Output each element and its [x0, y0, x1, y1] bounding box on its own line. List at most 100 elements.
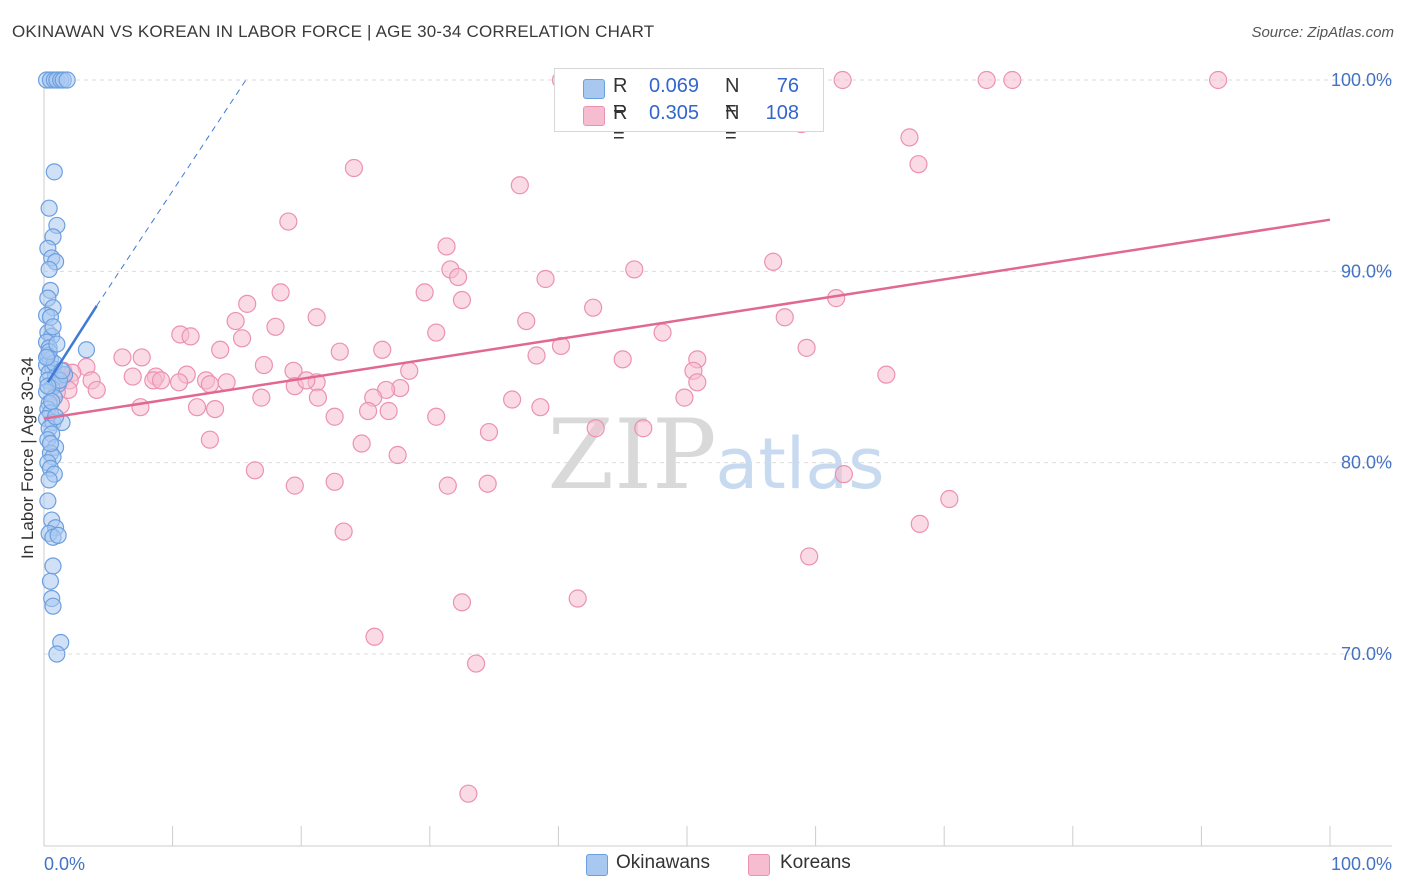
korean-point [123, 367, 142, 386]
watermark-atlas: atlas [715, 423, 884, 505]
korean-point [900, 128, 919, 147]
okinawan-point [41, 572, 60, 590]
korean-point [325, 407, 344, 426]
korean-point [373, 340, 392, 359]
okinawan-point [41, 434, 60, 453]
okinawan-point [40, 260, 58, 279]
x-tick-label: 100.0% [1331, 854, 1392, 874]
korean-point [181, 327, 200, 346]
okinawan-point [44, 318, 62, 336]
koreans-legend-swatch [748, 854, 770, 876]
korean-point [452, 593, 472, 612]
korean-swatch [583, 106, 605, 126]
okinawan-point [39, 492, 57, 510]
korean-point [764, 252, 783, 271]
okinawan-points [37, 71, 96, 663]
korean-point [688, 373, 707, 392]
korean-point [437, 237, 456, 256]
korean-point [531, 398, 550, 417]
korean-point [200, 375, 219, 394]
korean-point [613, 350, 632, 369]
korean-point [252, 388, 271, 407]
korean-point [344, 158, 364, 178]
korean-point [940, 489, 959, 509]
tick-labels: 70.0% 80.0% 90.0% 100.0% 0.0% 100.0% [44, 70, 1392, 874]
korean-point [266, 317, 285, 336]
korean-point [675, 388, 694, 407]
series-legend: Okinawans Koreans [0, 852, 1406, 878]
legend-r-label: R = [613, 75, 628, 120]
korean-point [187, 398, 207, 417]
source-credit: Source: ZipAtlas.com [1251, 24, 1394, 41]
korean-point [438, 476, 457, 495]
watermark-zip: ZIP [547, 399, 716, 511]
korean-point [131, 398, 150, 417]
okinawan-point [48, 335, 66, 353]
korean-point [517, 311, 536, 331]
korean-point [427, 407, 446, 426]
korean-point [232, 329, 252, 348]
korean-point [586, 419, 605, 438]
korean-point [307, 308, 326, 327]
legend-n-value: 108 [765, 102, 799, 124]
korean-point [797, 338, 816, 357]
gridlines [44, 79, 1392, 655]
korean-point [415, 283, 434, 302]
korean-point [833, 70, 852, 90]
korean-point [584, 298, 603, 317]
korean-point [479, 422, 499, 442]
korean-point [334, 522, 353, 541]
legend-r-label: R = [613, 102, 628, 147]
y-tick-label: 90.0% [1341, 261, 1392, 281]
korean-point [427, 323, 446, 342]
korean-point [448, 267, 468, 287]
korean-point [977, 70, 996, 90]
korean-point [87, 380, 106, 400]
korean-point [113, 348, 132, 367]
korean-point [400, 361, 419, 380]
korean-point [800, 547, 819, 566]
korean-trend-line [43, 218, 1331, 420]
korean-point [634, 419, 653, 438]
okinawan-point [45, 163, 63, 181]
korean-point [325, 472, 344, 491]
korean-point [358, 401, 378, 421]
korean-point [834, 465, 853, 484]
korean-point [279, 212, 298, 231]
korean-point [151, 371, 171, 390]
korean-point [379, 401, 398, 421]
korean-point [254, 355, 274, 375]
koreans-legend-label: Koreans [780, 852, 851, 873]
korean-point [388, 445, 407, 465]
korean-point [877, 365, 896, 384]
legend-n-label: N = [725, 75, 740, 120]
okinawan-swatch [583, 79, 605, 99]
y-tick-label: 80.0% [1341, 453, 1392, 473]
okinawans-legend-swatch [586, 854, 608, 876]
okinawan-trend-extension [96, 79, 247, 307]
trend-lines [43, 79, 1331, 420]
x-tick-label: 0.0% [44, 854, 85, 874]
okinawan-point [40, 471, 58, 489]
legend-n-label: N = [725, 102, 740, 147]
korean-point [909, 155, 928, 174]
okinawan-point [37, 348, 56, 367]
korean-point [568, 589, 587, 608]
correlation-legend: R = 0.069 N = 76 R = 0.305 N = 108 [554, 68, 824, 147]
korean-point [330, 342, 349, 361]
okinawan-point [58, 71, 76, 89]
korean-point [211, 340, 230, 359]
legend-n-value: 76 [776, 75, 799, 97]
watermark: ZIP atlas [547, 399, 884, 511]
okinawan-point [48, 645, 66, 663]
korean-point [510, 176, 529, 195]
korean-point [226, 311, 245, 331]
okinawan-point [44, 557, 62, 575]
korean-point [466, 654, 486, 673]
korean-point [200, 430, 219, 449]
okinawan-point [43, 392, 61, 411]
korean-point [132, 348, 151, 367]
korean-point [478, 474, 497, 493]
okinawan-trend-line [46, 305, 98, 383]
korean-point [169, 373, 189, 392]
